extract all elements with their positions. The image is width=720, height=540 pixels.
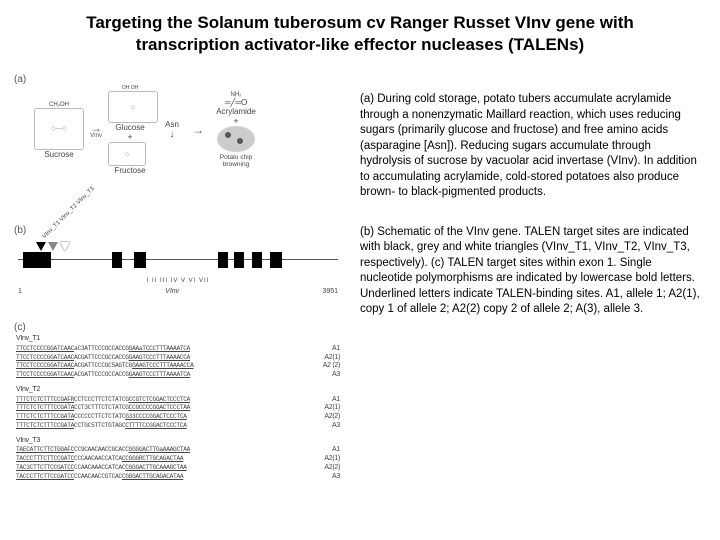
content-row: (a) CH₂OH ◇―◇ Sucrose →VInv OH OH ◇ Gluc… [0,74,720,540]
browning-label: Potato chip browning [210,154,262,168]
seq-line: TTCCTCCCCGGATCAACACGATTCCCGCCACCGGAAGTCC… [16,371,340,380]
seq-line: TAC3CTTCTTCCGATCCCCAACAAACCATCACCGGGACTT… [16,464,340,473]
seq-line: TTCCTCCCCGGATCAACACGATTCCCGC5AGTCGGAAGTC… [16,362,340,371]
gene-name: VInv [165,288,179,295]
triangle-white-icon [60,242,70,251]
seq-block: VInv_T2TTTCTCTCTTTCCGAFRCCTCCCTTCTCTATCG… [16,386,340,431]
seq-line: TTTCTCTCTTTCCGATACCTGC5TTCTGTAGCCTTTTCCG… [16,422,340,431]
seq-block: VInv_T1TTCCTCCCCGGATCAACaC3ATTCCCGCCACCG… [16,335,340,380]
sucrose-label: Sucrose [34,150,84,159]
seq-line: TACCCTTTCTTCCGATCCCCAACAACCATCACCGGGRCTT… [16,455,340,464]
glucose-structure: ◇ [108,91,158,123]
panel-a: (a) CH₂OH ◇―◇ Sucrose →VInv OH OH ◇ Gluc… [8,74,348,215]
seq-title: VInv_T2 [16,386,340,395]
fructose-label: Fructose [108,166,152,175]
gene-axis: 1 VInv 3951 [18,288,338,295]
panel-a-label: (a) [8,74,348,85]
axis-end: 3951 [322,288,338,295]
panel-c: (c) VInv_T1TTCCTCCCCGGATCAACaC3ATTCCCGCC… [8,322,348,489]
exon [252,252,262,268]
triangle-grey-icon [48,242,58,251]
gene-line [18,259,338,276]
seq-line: TTCCTCCCCGGATCAACaC3ATTCCCGCCACCGGAAaTCC… [16,345,340,354]
asn-label: Asn [158,120,186,129]
seq-line: TTTCTCTCTTTCCGATACCCCCCTTCTCTATCG33CCCCG… [16,413,340,422]
exon [134,252,146,268]
exon [112,252,122,268]
seq-line: TTTCTCTCTTTCCGATACCT3CTTTCTCTATCGCCGCCCC… [16,404,340,413]
chip-icon [217,126,255,152]
seq-title: VInv_T1 [16,335,340,344]
seq-block: VInv_T3TAECATTCTTCTGGAFCCC9CAACAACCGCACC… [16,437,340,482]
axis-start: 1 [18,288,22,295]
exon [270,252,282,268]
left-column: (a) CH₂OH ◇―◇ Sucrose →VInv OH OH ◇ Gluc… [8,74,348,540]
sucrose-structure: ◇―◇ [34,108,84,150]
exon [23,252,51,268]
caption-b: (b) Schematic of the VInv gene. TALEN ta… [360,225,704,318]
exon [234,252,244,268]
arrow-icon: →VInv [90,121,102,139]
seq-line: TTCCTCCCCGGATCAACACGATTCCCGCCACCGGAAGTCC… [16,354,340,363]
exon [218,252,228,268]
fructose-structure: ◇ [108,142,146,166]
seq-line: TTTCTCTCTTTCCGAFRCCTCCCTTCTCTATCGCCGTCTC… [16,396,340,405]
vinv-label: VInv [90,133,102,139]
tri-row [36,242,338,251]
seq-line: TACCCTTCTTCCGATCCCCAACAACCGTCACCGGGACTTG… [16,473,340,482]
seq-line: TAECATTCTTCTGGAFCCC9CAACAACCGCACCGGGGACT… [16,446,340,455]
roman-labels: I II III IV V VI VII [18,278,338,284]
triangle-black-icon [36,242,46,251]
caption-a: (a) During cold storage, potato tubers a… [360,92,704,201]
glucose-label: Glucose [108,123,152,132]
right-column: (a) During cold storage, potato tubers a… [348,74,712,540]
arrow-icon: → [192,123,204,137]
page-title: Targeting the Solanum tuberosum cv Range… [0,0,720,74]
panel-b: (b) VInv_T1 VInv_T2 VInv_T3 I II III IV [8,225,348,312]
panel-c-label: (c) [8,322,348,333]
seq-title: VInv_T3 [16,437,340,446]
acrylamide-label: Acrylamide [210,107,262,116]
